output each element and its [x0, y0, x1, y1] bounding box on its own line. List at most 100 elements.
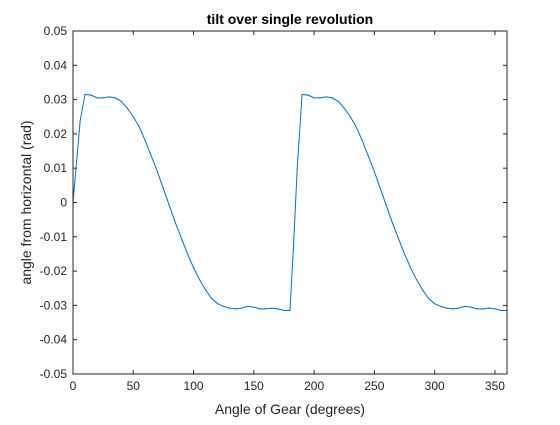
data-point: [301, 93, 303, 96]
data-point: [180, 237, 183, 240]
chart-title: tilt over single revolution: [207, 11, 373, 27]
y-tick-label: -0.04: [40, 333, 68, 347]
y-tick-label: -0.01: [40, 230, 68, 244]
data-point: [150, 155, 152, 157]
y-tick-label: 0.02: [44, 127, 68, 141]
data-point: [259, 308, 261, 310]
data-point: [440, 305, 442, 308]
data-point: [247, 305, 249, 308]
data-point: [379, 188, 382, 190]
data-point: [494, 308, 496, 310]
point-layer: [72, 93, 508, 312]
y-tick-label: 0.04: [44, 58, 68, 72]
y-tick-label: -0.05: [40, 367, 68, 381]
data-point: [114, 97, 116, 99]
x-tick-label: 250: [364, 379, 384, 393]
x-tick-label: 150: [244, 379, 264, 393]
data-point: [289, 309, 291, 312]
data-point: [296, 167, 298, 169]
plot-area: [73, 31, 507, 374]
y-tick-label: 0.03: [44, 93, 68, 107]
data-point: [132, 116, 134, 118]
data-point: [385, 205, 388, 207]
y-axis-label: angle from horizontal (rad): [18, 120, 34, 284]
x-tick-label: 300: [425, 379, 445, 393]
data-point: [476, 308, 478, 310]
data-point: [313, 97, 315, 99]
data-point: [373, 171, 375, 173]
data-point: [446, 307, 448, 309]
x-tick-label: 100: [184, 379, 204, 393]
data-point: [102, 97, 104, 99]
x-tick-label: 200: [304, 379, 324, 393]
x-tick-label: 0: [70, 379, 77, 393]
data-point: [241, 307, 243, 309]
y-tick-label: -0.03: [40, 298, 68, 312]
data-point: [422, 289, 424, 291]
data-point: [331, 97, 333, 99]
data-point: [162, 188, 165, 190]
data-point: [367, 155, 369, 157]
data-point: [349, 116, 351, 118]
data-point: [391, 222, 394, 224]
data-point: [355, 126, 357, 128]
data-point: [397, 237, 400, 240]
data-point: [458, 307, 460, 309]
data-point: [186, 253, 189, 255]
data-point: [90, 94, 92, 96]
data-point: [229, 307, 231, 309]
data-point: [120, 100, 122, 102]
data-point: [156, 171, 158, 173]
data-point: [434, 303, 436, 305]
y-tick-label: 0.05: [44, 24, 68, 38]
data-point: [205, 289, 207, 291]
data-point: [482, 308, 484, 310]
data-point: [217, 303, 219, 305]
data-point: [428, 297, 430, 300]
data-point: [79, 119, 81, 121]
data-point: [452, 308, 454, 310]
data-point: [470, 306, 472, 308]
data-point: [500, 309, 502, 312]
data-point: [343, 107, 345, 109]
data-point: [108, 96, 110, 98]
data-point: [337, 100, 339, 102]
data-point: [198, 279, 201, 281]
data-point: [235, 308, 237, 310]
x-tick-label: 50: [127, 379, 141, 393]
data-point: [464, 305, 466, 308]
data-point: [415, 279, 418, 281]
data-point: [293, 243, 295, 245]
data-point: [253, 306, 255, 308]
data-point: [307, 94, 309, 96]
data-point: [138, 126, 140, 128]
data-point: [223, 305, 225, 308]
data-point: [144, 140, 146, 142]
data-point: [361, 140, 363, 142]
data-point: [283, 309, 285, 312]
data-point: [277, 308, 279, 310]
y-tick-label: 0.01: [44, 161, 68, 175]
data-point: [488, 307, 490, 309]
data-point: [319, 97, 321, 99]
data-point: [403, 253, 406, 255]
x-tick-label: 350: [485, 379, 505, 393]
axes-box: [72, 30, 508, 375]
data-point: [84, 93, 86, 96]
data-point: [271, 307, 273, 309]
data-point: [76, 160, 78, 162]
data-point: [174, 222, 177, 224]
y-tick-label: 0: [60, 196, 67, 210]
data-point: [211, 297, 213, 300]
x-axis-label: Angle of Gear (degrees): [215, 401, 365, 417]
data-point: [192, 267, 195, 269]
data-point: [265, 308, 267, 310]
data-point: [409, 267, 412, 269]
tick-layer: 0 50 100 150 200 250 300 350 0.05 0.04 0.03 0.02 0.0…: [40, 24, 507, 393]
data-point: [126, 107, 128, 109]
data-point: [96, 97, 98, 99]
y-tick-label: -0.02: [40, 264, 68, 278]
data-point: [168, 205, 171, 207]
